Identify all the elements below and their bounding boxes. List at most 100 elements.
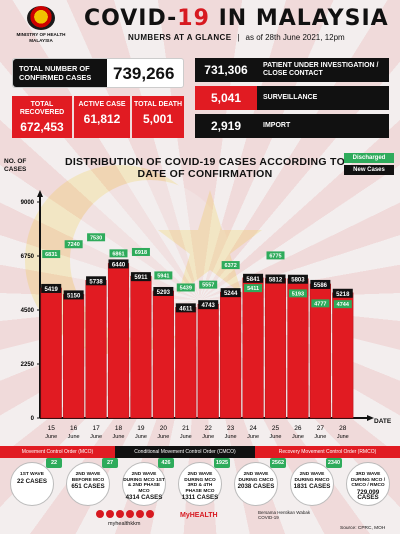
x-tick-sublabel: June bbox=[135, 434, 147, 440]
active-label: ACTIVE CASE bbox=[78, 101, 126, 108]
confirmed-label: TOTAL NUMBER OF CONFIRMED CASES bbox=[13, 59, 107, 87]
wave-cases: 4314 CASES bbox=[125, 494, 163, 502]
title-right: IN MALAYSIA bbox=[209, 6, 389, 31]
discharged-label: 7530 bbox=[90, 235, 102, 241]
wave-text: 2ND WAVE DURING MCO 1ST & 2ND PHASE MCO bbox=[123, 472, 165, 494]
y-tick-label: 0 bbox=[31, 416, 35, 422]
subheader: NUMBERS AT A GLANCE | as of 28th June 2021… bbox=[128, 33, 345, 42]
death-cell: TOTAL DEATH 5,001 bbox=[132, 96, 184, 138]
discharged-label-bg bbox=[131, 247, 150, 256]
x-tick-sublabel: June bbox=[247, 434, 259, 440]
wave-cases: 22 CASES bbox=[17, 477, 47, 485]
legend-new-cases: New Cases bbox=[344, 165, 394, 175]
discharged-label: 6861 bbox=[112, 251, 124, 257]
wave-badge: 2340 bbox=[326, 458, 342, 468]
date-stamp: as of 28th June 2021, 12pm bbox=[245, 33, 345, 42]
footer: myhealthkkm MyHEALTH Bersama Hentikan Wa… bbox=[0, 508, 400, 534]
bar-chart: 0 2250 4500 6750 9000 5419 6831 15 June 5150 7240 1… bbox=[21, 190, 374, 440]
new-cases-label: 4743 bbox=[202, 303, 216, 309]
new-cases-label-bg bbox=[175, 303, 196, 313]
wave-cases: 1831 CASES bbox=[293, 483, 331, 491]
timeline-rmco: Recovery Movement Control Order (RMCO) bbox=[255, 446, 400, 458]
discharged-label-bg bbox=[199, 280, 218, 289]
death-label: TOTAL DEATH bbox=[133, 101, 183, 108]
x-tick-sublabel: June bbox=[314, 434, 326, 440]
title-left: COVID- bbox=[84, 6, 178, 31]
wave-circle: 2ND WAVE DURING MCO 1ST & 2ND PHASE MCO 4… bbox=[122, 462, 166, 506]
new-cases-bar bbox=[287, 278, 309, 419]
new-cases-label-bg bbox=[198, 300, 219, 310]
timeline-band: Movement Control Order (MCO) Conditional… bbox=[0, 446, 400, 458]
new-cases-label-bg bbox=[220, 288, 241, 298]
ministry-logo: MINISTRY OF HEALTH MALAYSIA bbox=[6, 6, 76, 43]
x-tick-sublabel: June bbox=[113, 434, 125, 440]
investigation-value: 731,306 bbox=[195, 58, 257, 82]
telegram-icon bbox=[136, 510, 144, 518]
wave-badge: 1925 bbox=[214, 458, 230, 468]
new-cases-bar bbox=[40, 287, 62, 419]
y-tick-label: 2250 bbox=[21, 362, 35, 368]
legend-discharged: Discharged bbox=[344, 153, 394, 163]
new-cases-label: 5738 bbox=[89, 279, 103, 285]
subtitle: NUMBERS AT A GLANCE bbox=[128, 33, 232, 42]
surveillance-row: 5,041 SURVEILLANCE bbox=[195, 86, 389, 110]
new-cases-label: 5911 bbox=[134, 275, 148, 281]
recovered-cell: TOTAL RECOVERED 672,453 bbox=[12, 96, 72, 138]
wave-text: 2ND WAVE BEFORE MCO bbox=[71, 472, 105, 483]
x-tick-sublabel: June bbox=[45, 434, 57, 440]
death-value: 5,001 bbox=[142, 112, 174, 126]
x-tick-label: 15 bbox=[48, 425, 56, 432]
new-cases-label-bg bbox=[243, 273, 264, 283]
new-cases-label-bg bbox=[41, 283, 62, 293]
new-cases-label-bg bbox=[130, 272, 151, 282]
page-title: COVID-19 IN MALAYSIA bbox=[84, 6, 396, 31]
new-cases-bar bbox=[130, 275, 152, 419]
wave-cases: 1311 CASES bbox=[181, 494, 219, 502]
twitter-icon bbox=[106, 510, 114, 518]
subheader-separator: | bbox=[237, 33, 240, 42]
x-tick-label: 23 bbox=[227, 425, 235, 432]
wave-circle: 2ND WAVE DURING MCO 3RD & 4TH PHASE MCO 1… bbox=[178, 462, 222, 506]
new-cases-label-bg bbox=[108, 259, 129, 269]
discharged-label: 5557 bbox=[202, 283, 214, 289]
x-tick-sublabel: June bbox=[90, 434, 102, 440]
x-tick-label: 24 bbox=[249, 425, 257, 432]
discharged-label-bg bbox=[266, 251, 285, 260]
x-tick-label: 22 bbox=[205, 425, 213, 432]
new-cases-label-bg bbox=[310, 279, 331, 289]
import-label: IMPORT bbox=[257, 114, 389, 138]
instagram-icon bbox=[116, 510, 124, 518]
bersama-logo: Bersama Hentikan Wabak COVID-19 bbox=[258, 510, 311, 520]
discharged-label-bg bbox=[42, 250, 61, 259]
chart-title: DISTRIBUTION OF COVID-19 CASES ACCORDING… bbox=[64, 156, 346, 180]
social-icons bbox=[96, 510, 154, 520]
title-number: 19 bbox=[177, 6, 210, 31]
discharged-label-bg bbox=[333, 300, 352, 309]
x-tick-label: 16 bbox=[70, 425, 78, 432]
discharged-label-bg bbox=[288, 289, 307, 298]
recovered-active-death-box: TOTAL RECOVERED 672,453 ACTIVE CASE 61,8… bbox=[12, 96, 184, 138]
myhealth-logo: MyHEALTH bbox=[180, 512, 218, 519]
new-cases-bar bbox=[63, 294, 85, 419]
x-tick-sublabel: June bbox=[202, 434, 214, 440]
active-cell: ACTIVE CASE 61,812 bbox=[74, 96, 130, 138]
wave-cases: 729,099 CASES bbox=[356, 488, 380, 502]
x-tick-sublabel: June bbox=[337, 434, 349, 440]
new-cases-label: 5841 bbox=[246, 277, 260, 283]
wave-circle: 3RD WAVE DURING MCO / CMCO / RMCO 729,099… bbox=[346, 462, 390, 506]
discharged-label: 6918 bbox=[135, 250, 147, 256]
x-tick-label: 21 bbox=[182, 425, 190, 432]
new-cases-label: 5419 bbox=[45, 287, 59, 293]
source-note: Source: CPRC, MOH bbox=[340, 526, 386, 531]
crest-icon bbox=[27, 6, 55, 30]
facebook-icon bbox=[96, 510, 104, 518]
x-tick-label: 28 bbox=[339, 425, 347, 432]
recovered-value: 672,453 bbox=[20, 120, 64, 134]
active-value: 61,812 bbox=[83, 112, 121, 126]
x-tick-sublabel: June bbox=[180, 434, 192, 440]
discharged-label: 5439 bbox=[180, 285, 192, 291]
discharged-label: 4744 bbox=[337, 302, 350, 308]
new-cases-bar bbox=[332, 292, 354, 419]
wave-circle: 2ND WAVE DURING CMCO 2038 CASES bbox=[234, 462, 278, 506]
new-cases-bar bbox=[220, 291, 242, 419]
